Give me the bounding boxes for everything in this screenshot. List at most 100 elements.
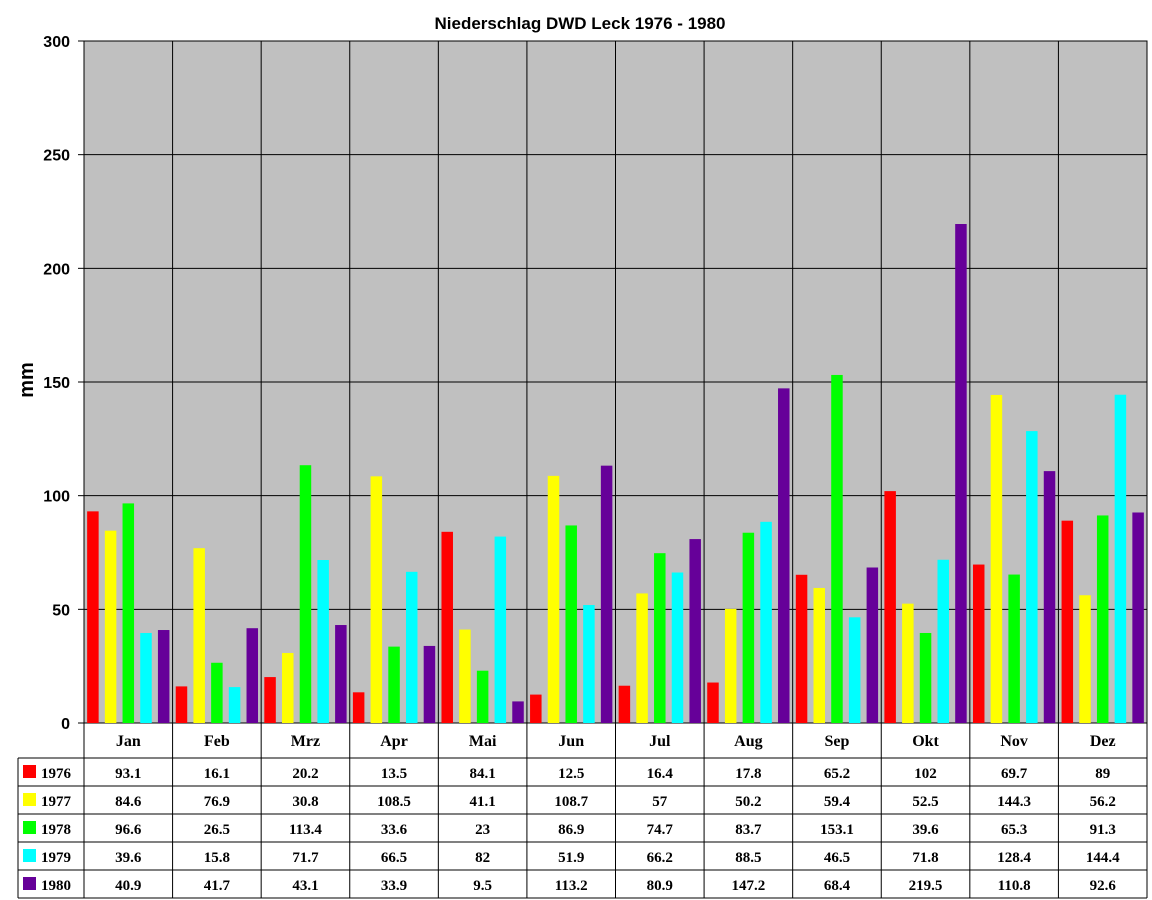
legend-swatch-1980 [23,877,36,890]
month-label: Aug [734,733,762,750]
data-cell: 82 [475,850,490,866]
data-cell: 71.8 [912,850,938,866]
data-cell: 66.2 [647,850,673,866]
bar-1977-Jan [104,530,117,723]
y-tick-label: 50 [52,602,70,619]
data-cell: 50.2 [735,794,761,810]
bar-1977-Aug [724,608,737,723]
data-cell: 86.9 [558,822,584,838]
month-label: Mai [469,733,497,750]
plot-area [83,40,1148,898]
bar-1980-Okt [955,224,967,723]
data-cell: 16.4 [647,766,674,782]
bar-1976-Mrz [264,677,276,723]
data-cell: 68.4 [824,878,851,894]
bar-1977-Mrz [282,652,294,723]
bar-1976-Jul [618,685,631,723]
bar-1976-Nov [972,564,985,723]
y-axis: 0 50 100 150 200 250 300 [43,34,85,733]
bar-1980-Sep [866,567,879,723]
data-cell: 144.4 [1086,850,1120,866]
data-cell: 56.2 [1090,794,1116,810]
bar-1976-Aug [707,682,719,723]
data-cell: 84.1 [470,766,496,782]
bar-1978-Jun [565,525,577,723]
bar-1978-Sep [831,374,843,723]
bar-1980-Apr [423,645,436,723]
bar-1977-Sep [813,587,826,723]
y-tick-label: 300 [43,34,70,51]
data-cell: 33.9 [381,878,407,894]
bar-1977-Okt [902,603,914,723]
legend-label-1978: 1978 [41,822,71,838]
bar-1977-Jun [547,475,560,723]
data-cell: 108.7 [554,794,588,810]
bar-1978-Jul [654,553,666,723]
bar-1978-Nov [1008,574,1020,723]
y-tick-label: 250 [43,148,70,165]
data-cell: 110.8 [998,878,1031,894]
data-cell: 13.5 [381,766,407,782]
data-cell: 92.6 [1090,878,1117,894]
bar-1978-Mrz [299,465,312,723]
bar-1980-Mai [512,701,524,723]
data-cell: 69.7 [1001,766,1028,782]
month-label: Dez [1090,733,1116,750]
data-cell: 41.7 [204,878,231,894]
bar-1979-Feb [228,687,241,723]
data-cell: 12.5 [558,766,584,782]
data-cell: 108.5 [377,794,411,810]
y-tick-label: 150 [43,375,70,392]
month-label: Jul [649,733,671,750]
bar-1979-Okt [937,559,949,723]
data-cell: 59.4 [824,794,851,810]
bar-1978-Okt [919,632,932,723]
month-label: Okt [912,733,939,750]
data-cell: 20.2 [292,766,318,782]
bar-1980-Feb [246,628,259,723]
bar-1976-Dez [1061,520,1074,723]
month-label: Feb [204,733,230,750]
legend-swatch-1979 [23,849,36,862]
data-cell: 80.9 [647,878,673,894]
chart-title: Niederschlag DWD Leck 1976 - 1980 [434,14,725,33]
bar-1976-Sep [795,574,808,723]
bar-1979-Jun [583,605,595,723]
bars [87,224,1144,723]
data-cell: 15.8 [204,850,230,866]
bar-1978-Dez [1096,515,1109,723]
data-cell: 147.2 [732,878,766,894]
data-cell: 113.4 [289,822,322,838]
data-cell: 52.5 [912,794,938,810]
bar-1976-Jan [87,511,99,723]
data-cell: 153.1 [820,822,854,838]
data-table: Jan Feb Mrz Apr Mai Jun Jul Aug Sep Okt Nov Dez 1976… [17,723,1148,899]
bar-1977-Mai [459,629,471,723]
bar-1979-Sep [848,617,861,723]
data-cell: 41.1 [470,794,496,810]
bar-1978-Feb [211,662,223,723]
y-axis-label: mm [16,362,38,398]
legend-swatch-1976 [23,765,36,778]
data-cell: 102 [914,766,937,782]
legend-swatch-1977 [23,793,36,806]
legend-label-1977: 1977 [41,794,72,810]
bar-1979-Apr [405,571,418,723]
data-cell: 144.3 [997,794,1031,810]
data-cell: 43.1 [292,878,318,894]
month-label: Sep [825,733,850,750]
data-cell: 96.6 [115,822,142,838]
data-cell: 26.5 [204,822,230,838]
data-cell: 65.3 [1001,822,1027,838]
y-tick-label: 100 [43,489,70,506]
bar-1980-Nov [1043,471,1056,723]
data-cell: 51.9 [558,850,584,866]
data-cell: 65.2 [824,766,850,782]
month-label: Mrz [291,733,320,750]
bar-1979-Nov [1026,431,1038,723]
data-cell: 89 [1095,766,1110,782]
bar-1979-Jan [140,632,152,723]
data-cell: 219.5 [909,878,943,894]
y-tick-label: 200 [43,261,70,278]
data-cell: 17.8 [735,766,761,782]
